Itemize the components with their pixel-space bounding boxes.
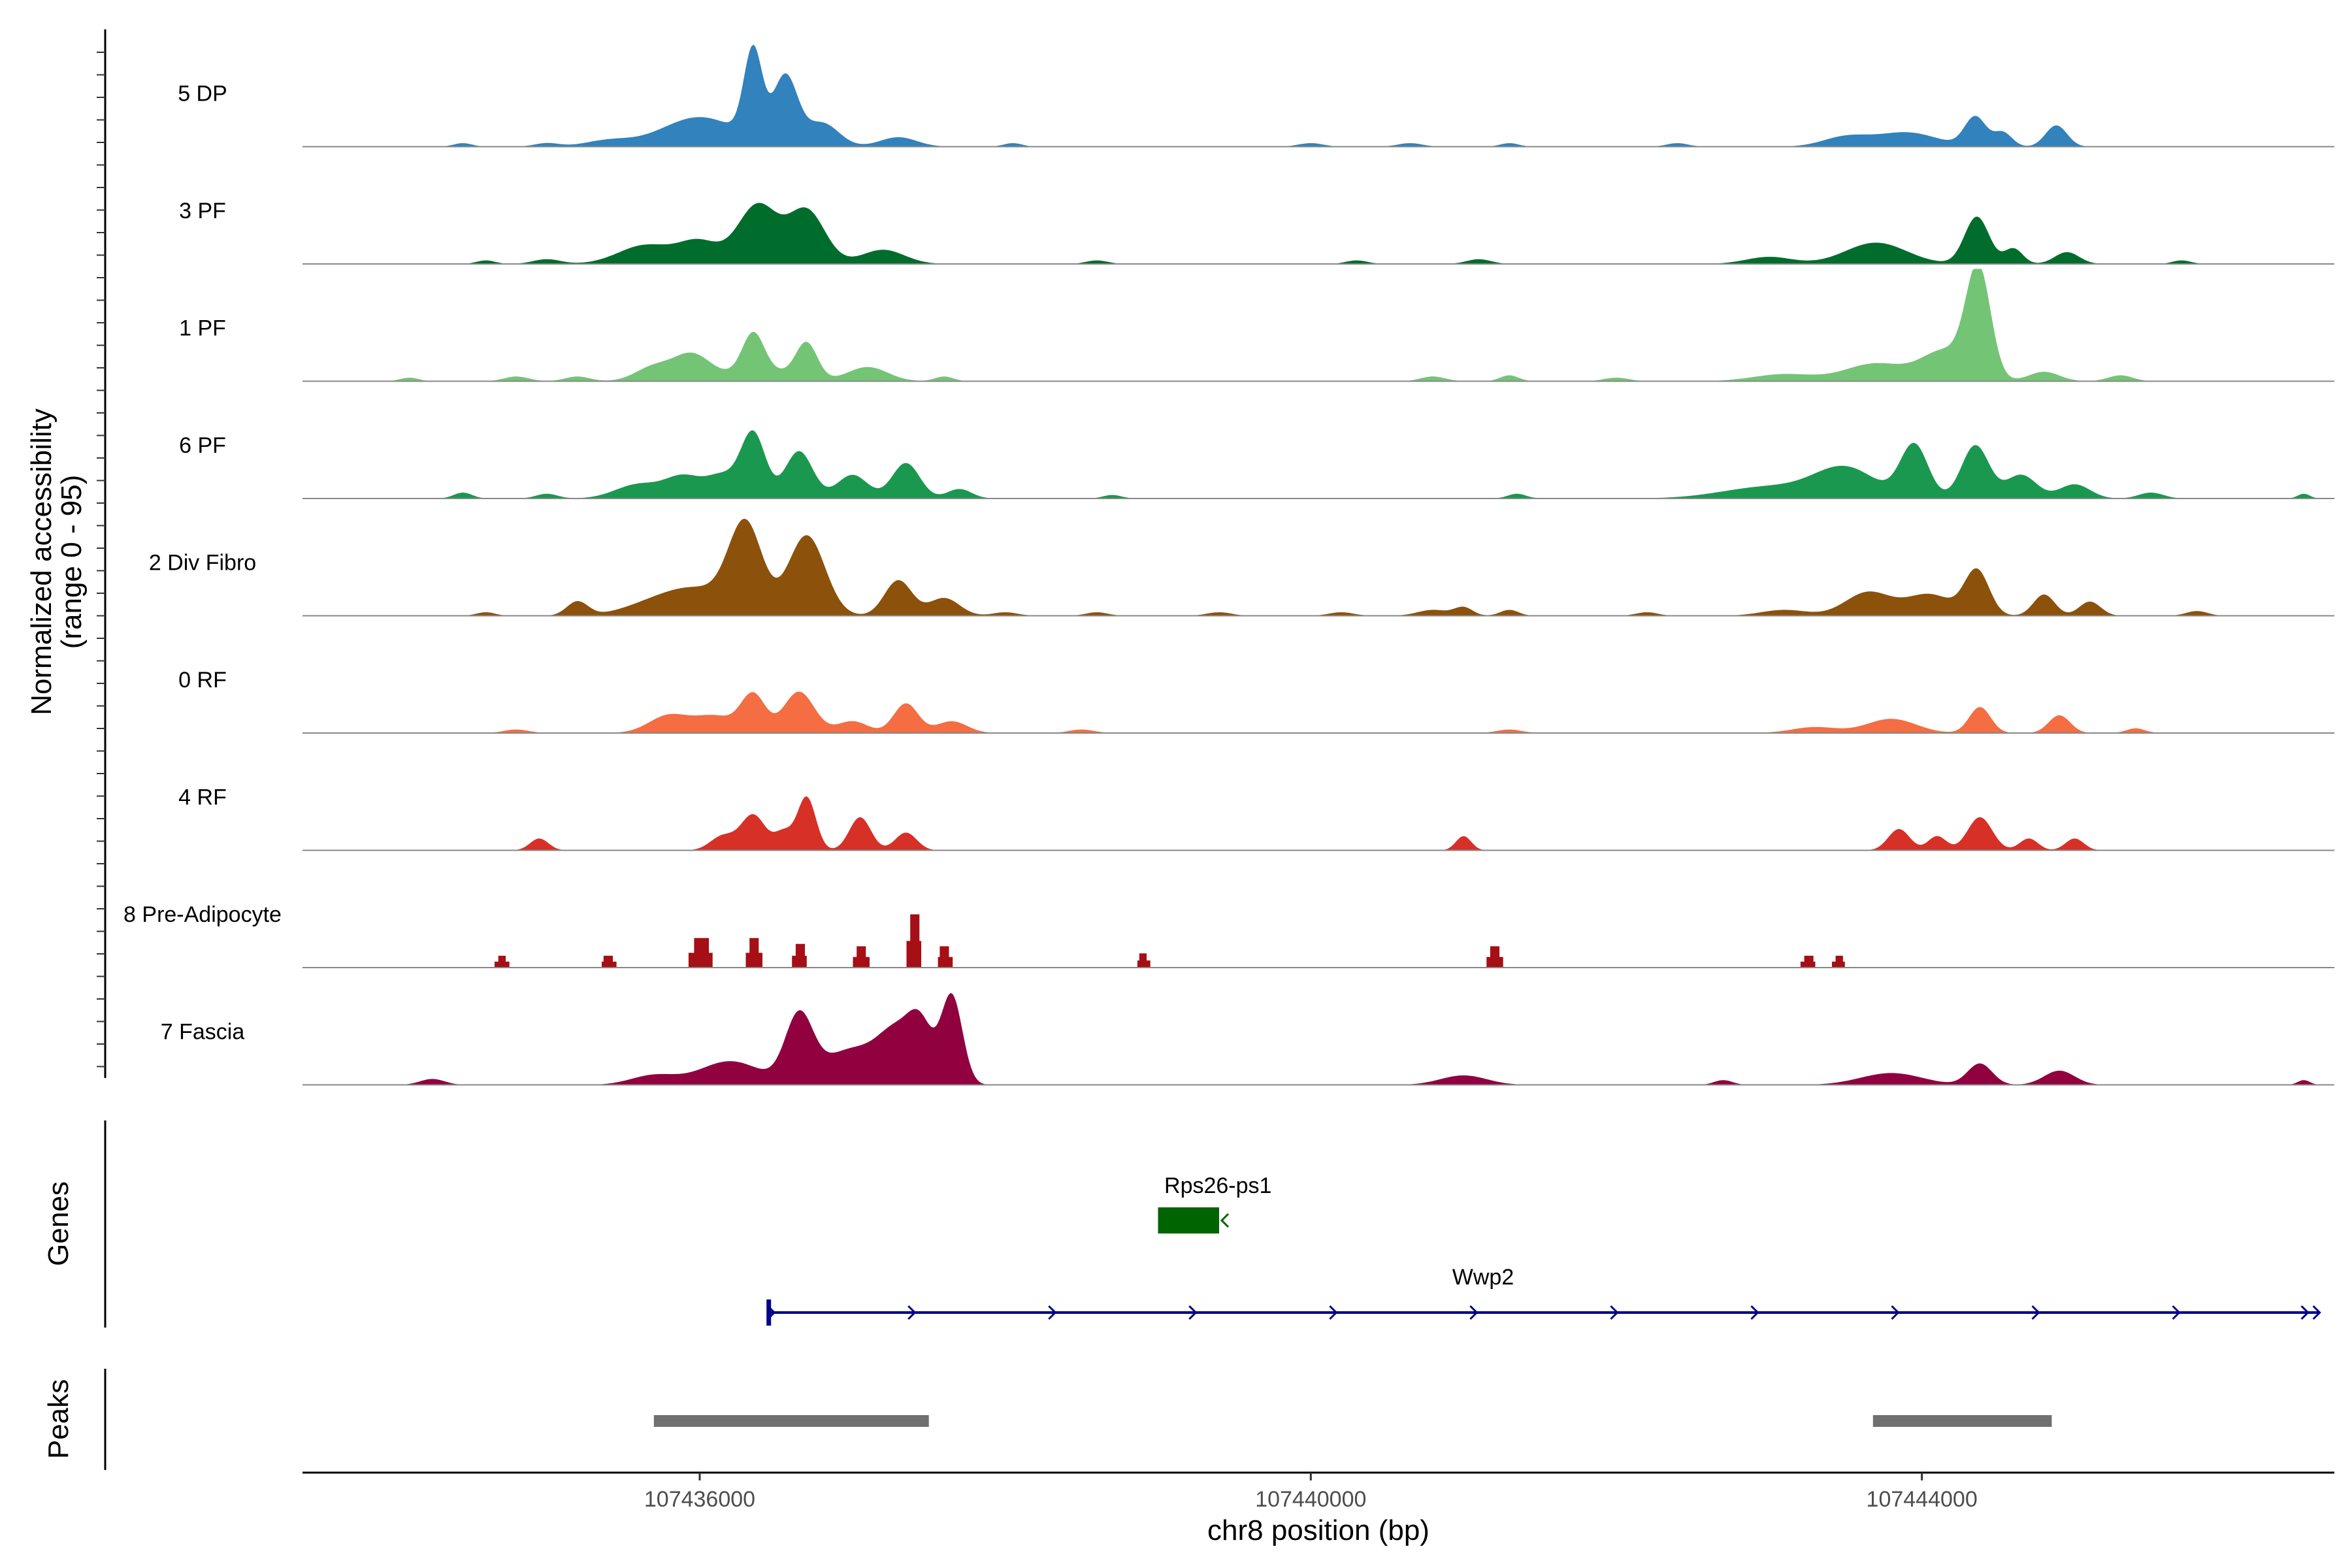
y-axis-title-line2: (range 0 - 95): [56, 475, 88, 649]
track-7-fascia: 7 Fascia: [161, 992, 2334, 1086]
track-label: 2 Div Fibro: [149, 551, 256, 576]
x-tick-label: 107440000: [1255, 1487, 1366, 1512]
gene-wwp2: Wwp2: [766, 1265, 2321, 1326]
x-tick-label: 107444000: [1867, 1487, 1978, 1512]
gene-annotation-panel: Rps26-ps1 Wwp2: [766, 1173, 2321, 1326]
gene-exon: [766, 1299, 772, 1326]
coverage-y-axis-ticks: [97, 52, 105, 1068]
track-label: 6 PF: [179, 433, 226, 458]
strand-arrow: [1220, 1213, 1230, 1228]
gene-label: Wwp2: [1452, 1265, 1514, 1290]
track-5-dp: 5 DP: [178, 44, 2334, 148]
strand-arrow: [1048, 1305, 1057, 1320]
track-4-rf: 4 RF: [178, 785, 2334, 851]
strand-arrow: [1610, 1305, 1619, 1320]
track-1-pf: 1 PF: [179, 269, 2334, 382]
track-2-div-fibro: 2 Div Fibro: [149, 519, 2334, 617]
coverage-tracks: 5 DP 3 PF 1 PF 6 PF 2 Div Fibro 0 RF 4 RF 8 Pre…: [123, 44, 2334, 1086]
strand-arrow: [2031, 1305, 2040, 1320]
coverage-area: [302, 992, 2334, 1085]
peaks-panel: [653, 1415, 2052, 1427]
peak-region: [653, 1415, 929, 1427]
track-label: 0 RF: [178, 668, 227, 693]
track-3-pf: 3 PF: [179, 199, 2334, 265]
gene-label: Rps26-ps1: [1164, 1173, 1271, 1198]
x-tick-label: 107436000: [644, 1487, 755, 1512]
strand-arrow: [2300, 1305, 2310, 1320]
peak-region: [1872, 1415, 2052, 1427]
strand-arrow: [2312, 1305, 2321, 1320]
track-8-pre-adipocyte: 8 Pre-Adipocyte: [123, 902, 2334, 968]
strand-arrow: [767, 1305, 776, 1320]
track-6-pf: 6 PF: [179, 430, 2334, 499]
gene-exon: [1158, 1207, 1220, 1233]
strand-arrow: [907, 1305, 917, 1320]
coverage-area: [302, 430, 2334, 498]
gene-rps26-ps1: Rps26-ps1: [1158, 1173, 1271, 1233]
coverage-area: [302, 269, 2334, 382]
track-0-rf: 0 RF: [178, 668, 2334, 734]
coverage-area: [302, 203, 2334, 264]
track-label: 7 Fascia: [161, 1020, 245, 1045]
strand-arrow: [1188, 1305, 1198, 1320]
coverage-area: [302, 691, 2334, 733]
track-label: 4 RF: [178, 785, 227, 810]
x-axis-title: chr8 position (bp): [1207, 1514, 1429, 1546]
strand-arrow: [1329, 1305, 1338, 1320]
coverage-area: [302, 914, 2334, 968]
track-label: 5 DP: [178, 82, 227, 106]
track-label: 8 Pre-Adipocyte: [123, 902, 282, 927]
track-label: 3 PF: [179, 199, 226, 223]
strand-arrow: [1750, 1305, 1759, 1320]
strand-arrow: [1469, 1305, 1478, 1320]
peaks-panel-title: Peaks: [42, 1379, 74, 1459]
strand-arrow: [1891, 1305, 1900, 1320]
coverage-area: [302, 796, 2334, 851]
x-axis-ticks: 107436000 107440000 107444000: [644, 1473, 1978, 1512]
genes-panel-title: Genes: [42, 1181, 74, 1266]
coverage-area: [302, 44, 2334, 147]
coverage-area: [302, 519, 2334, 616]
y-axis-title: Normalized accessibility (range 0 - 95): [25, 408, 88, 715]
track-label: 1 PF: [179, 316, 226, 341]
y-axis-title-line1: Normalized accessibility: [25, 408, 57, 715]
strand-arrow: [2172, 1305, 2181, 1320]
